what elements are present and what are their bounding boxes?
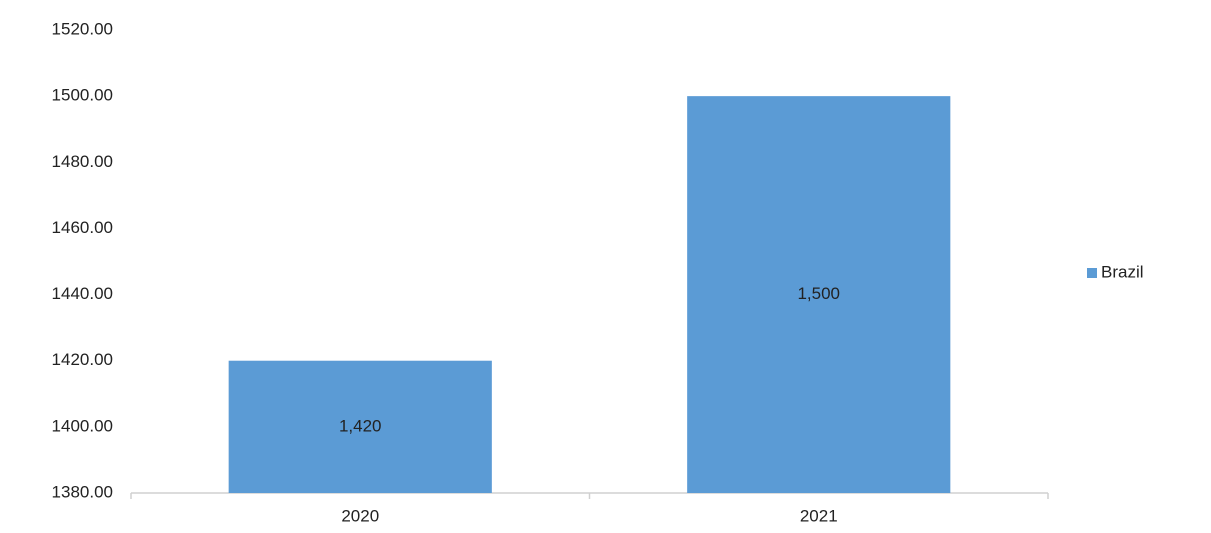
- y-tick-label: 1500.00: [52, 86, 113, 105]
- legend-swatch: [1087, 268, 1097, 278]
- bar: [228, 360, 492, 493]
- y-tick-label: 1420.00: [52, 350, 113, 369]
- bar: [687, 96, 951, 494]
- data-label: 1,500: [797, 284, 840, 303]
- y-tick-label: 1480.00: [52, 152, 113, 171]
- legend-label: Brazil: [1101, 262, 1144, 281]
- y-tick-label: 1520.00: [52, 19, 113, 38]
- x-tick-label: 2021: [800, 506, 838, 525]
- y-tick-label: 1380.00: [52, 482, 113, 501]
- y-tick-label: 1460.00: [52, 218, 113, 237]
- data-label: 1,420: [339, 416, 382, 435]
- y-tick-label: 1440.00: [52, 284, 113, 303]
- y-tick-label: 1400.00: [52, 416, 113, 435]
- x-tick-label: 2020: [341, 506, 379, 525]
